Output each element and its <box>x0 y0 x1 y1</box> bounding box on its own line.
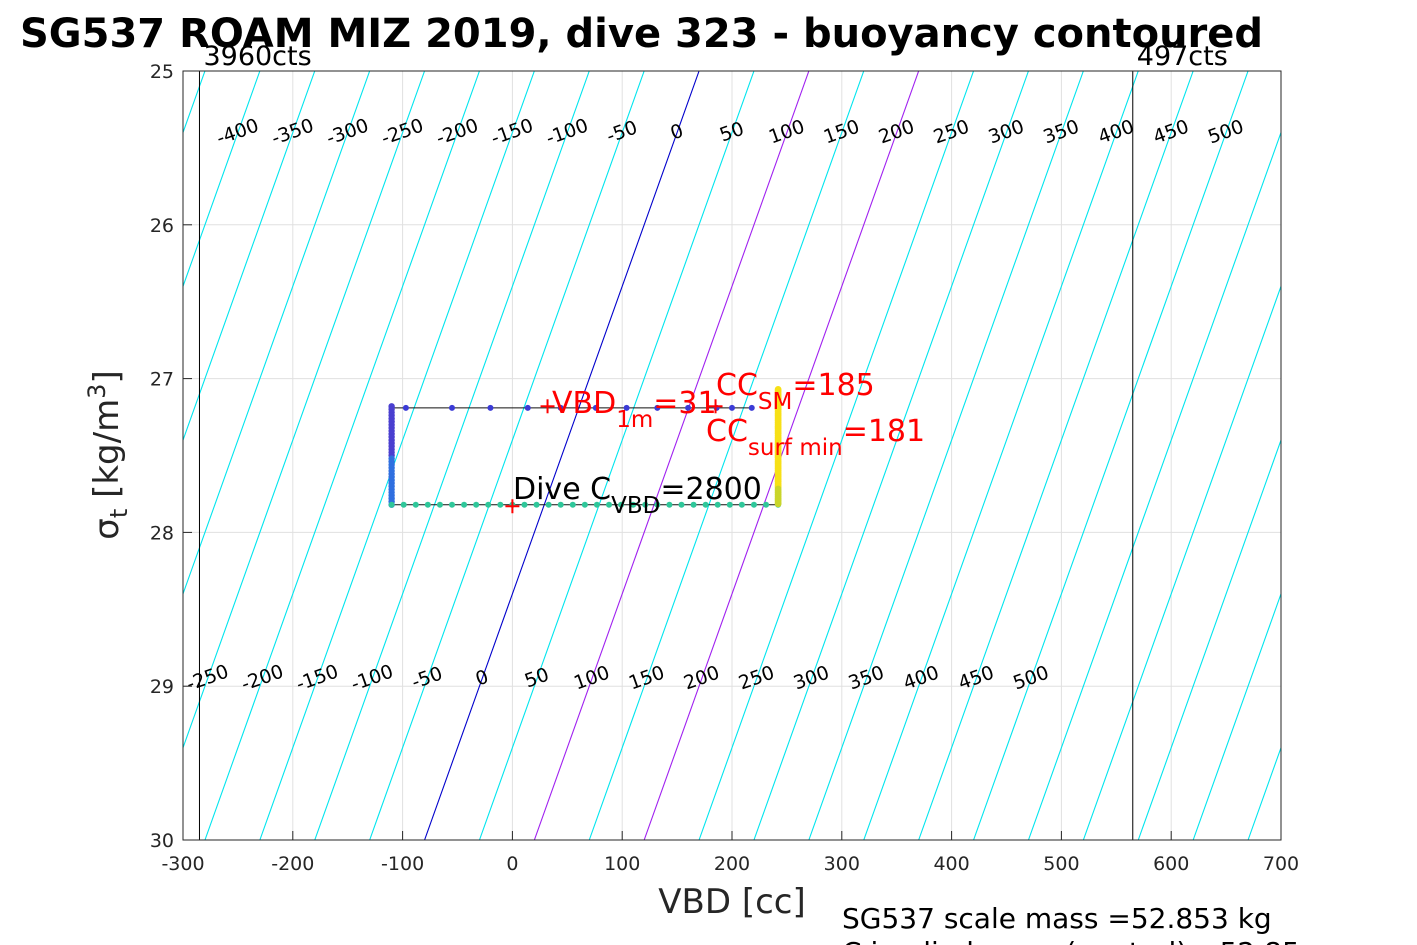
profile-point <box>400 501 407 508</box>
y-tick-label: 25 <box>150 61 174 83</box>
profile-point <box>666 501 673 508</box>
x-tick-label: 200 <box>714 853 750 875</box>
axis-ticks: -300 -200 -100 0 100 200 300 400 500 600 700 25 26 27… <box>150 61 1299 875</box>
dive-c-vbd-annotation: Dive CVBD=2800 <box>513 472 762 519</box>
y-tick-label: 27 <box>150 369 174 391</box>
x-tick-label: 0 <box>506 853 518 875</box>
profile-point <box>729 404 735 411</box>
x-tick-label: 400 <box>933 853 969 875</box>
vbd-limit-label: 3960cts <box>203 41 311 72</box>
profile-point <box>473 501 480 508</box>
vbd-limit-lines: 3960cts 497cts <box>198 41 1228 840</box>
profile-point <box>569 501 576 508</box>
contour-line <box>183 71 261 288</box>
implied-mass-text: C implied mass (neutral) =52.85 <box>842 936 1300 945</box>
x-tick-label: -300 <box>161 853 204 875</box>
profile-point <box>678 501 685 508</box>
x-axis-label: VBD [cc] <box>658 882 806 922</box>
y-tick-label: 29 <box>150 676 174 698</box>
profile-point <box>618 501 625 508</box>
profile-point <box>592 404 599 411</box>
profile-point <box>436 501 443 508</box>
profile-point <box>726 501 733 508</box>
y-tick-label: 28 <box>150 522 174 544</box>
buoyancy-contours <box>183 71 1281 840</box>
profile-point <box>702 501 709 508</box>
contour-line <box>183 71 371 596</box>
contour-line <box>753 71 1029 840</box>
contour-line <box>424 71 700 840</box>
contour-line <box>369 71 645 840</box>
profile-point <box>524 404 531 411</box>
x-tick-label: 600 <box>1153 853 1189 875</box>
profile-point <box>557 501 564 508</box>
profile-point <box>449 404 456 411</box>
profile-point <box>388 501 395 508</box>
cc-surf-min-annotation: CCsurf min=181 <box>706 414 925 461</box>
profile-point <box>750 501 757 508</box>
profile-point <box>642 501 649 508</box>
profile-point <box>685 404 692 411</box>
profile-point <box>581 501 588 508</box>
profile-point <box>623 404 630 411</box>
profile-point <box>521 501 528 508</box>
profile-point <box>485 501 492 508</box>
profile-point <box>545 501 552 508</box>
contour-line <box>1027 130 1281 840</box>
chart-title: SG537 ROAM MIZ 2019, dive 323 - buoyancy… <box>20 11 1263 57</box>
contour-line <box>808 71 1084 840</box>
profile-point <box>412 501 419 508</box>
profile-point <box>449 501 456 508</box>
contour-line <box>314 71 590 840</box>
contour-line <box>863 71 1139 840</box>
contour-line <box>183 71 426 750</box>
profile-point <box>748 404 755 411</box>
profile-point <box>533 501 540 508</box>
profile-point <box>497 501 504 508</box>
profile-point <box>424 501 431 508</box>
profile-point <box>763 501 770 508</box>
contour-line <box>918 71 1194 840</box>
contour-line <box>973 71 1249 840</box>
x-tick-label: 700 <box>1263 853 1299 875</box>
profile-point <box>714 501 721 508</box>
contour-line <box>698 71 975 840</box>
contour-line <box>204 71 480 840</box>
profile-point <box>606 501 613 508</box>
contour-line <box>1137 438 1281 840</box>
profile-point <box>487 404 494 411</box>
scale-mass-text: SG537 scale mass =52.853 kg <box>842 902 1272 935</box>
estimate-annotations: VBD1m=31 CCSM=185 CCsurf min=181 Dive CV… <box>513 368 925 519</box>
cc-sm-annotation: CCSM=185 <box>716 368 875 415</box>
x-tick-label: 300 <box>824 853 860 875</box>
y-tick-label: 26 <box>150 215 174 237</box>
contour-line <box>478 71 755 840</box>
profile-point <box>690 501 697 508</box>
y-axis-label: σt [kg/m3] <box>83 370 133 539</box>
vbd-1m-annotation: VBD1m=31 <box>552 386 717 433</box>
profile-point <box>774 500 782 508</box>
profile-point <box>557 404 564 411</box>
y-tick-label: 30 <box>150 830 174 852</box>
x-tick-label: -100 <box>381 853 424 875</box>
x-tick-label: 500 <box>1043 853 1079 875</box>
estimate-markers <box>505 399 723 514</box>
profile-point <box>461 501 468 508</box>
contour-line <box>1192 592 1281 840</box>
profile-point <box>593 501 600 508</box>
profile-point <box>630 501 637 508</box>
vbd-limit-label: 497cts <box>1137 41 1228 72</box>
profile-point <box>402 404 409 411</box>
contour-line <box>183 71 316 442</box>
profile-point <box>654 501 661 508</box>
x-tick-label: 100 <box>604 853 640 875</box>
contour-line <box>533 71 810 840</box>
contour-line <box>259 71 535 840</box>
contour-line <box>1082 284 1281 840</box>
contour-line <box>588 71 865 840</box>
profile-point <box>654 404 661 411</box>
x-tick-label: -200 <box>271 853 314 875</box>
profile-point <box>738 501 745 508</box>
